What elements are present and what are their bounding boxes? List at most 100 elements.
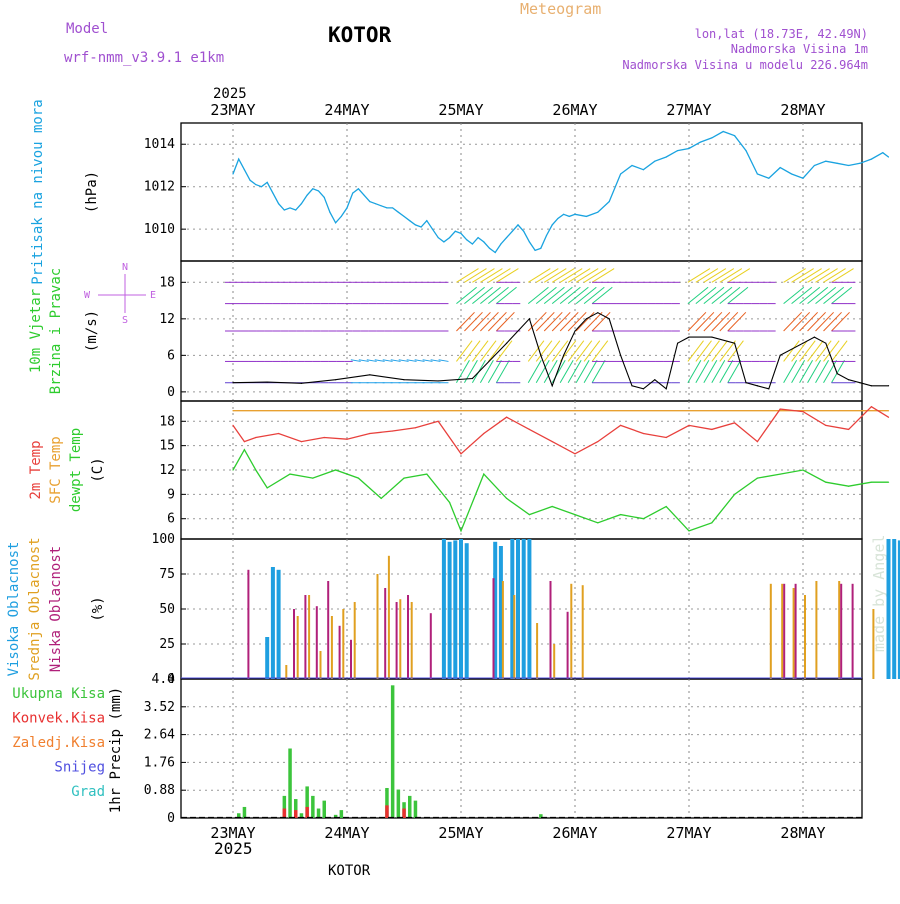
pressure-line-point <box>551 224 553 226</box>
pressure-line-point <box>642 169 645 171</box>
y-tick-label-clouds: 50 <box>159 602 175 617</box>
wind-arrow <box>711 340 728 362</box>
credit-watermark: made by Angel <box>870 535 888 652</box>
pressure-line-point <box>631 164 633 167</box>
dewpoint-line-point <box>266 487 268 489</box>
pressure-line-point <box>882 152 884 154</box>
wind-arrow <box>543 359 558 383</box>
dewpoint-line-point <box>483 473 485 475</box>
wind-arrow <box>831 340 848 362</box>
x-tick-label-top-27MAY: 27MAY <box>666 101 711 119</box>
wind-arrow <box>464 311 483 332</box>
wind-arrow <box>472 311 491 332</box>
precip-total-bar <box>539 814 543 818</box>
wind-arrow <box>591 340 609 362</box>
cloud-high-bar <box>441 539 446 679</box>
wind-speed-line-point <box>825 342 827 344</box>
wind-arrow <box>535 340 553 362</box>
y-tick-label-precip: 2.64 <box>144 728 175 743</box>
temp-2m-line-point <box>243 440 245 443</box>
cloud-low-bar <box>384 588 387 679</box>
y-tick-label-precip: 4.4 <box>152 672 176 687</box>
wind-arrow <box>807 359 821 383</box>
pressure-line-point <box>409 220 411 222</box>
temp-2m-line-point <box>574 453 576 455</box>
wind-arrow <box>783 286 805 304</box>
wind-arrow <box>695 359 710 383</box>
wind-speed-line-point <box>335 379 337 381</box>
wind-arrow <box>807 286 829 304</box>
wind-arrow <box>591 359 606 383</box>
wind-arrow <box>719 311 739 332</box>
pressure-line-point <box>397 211 399 213</box>
wind-arrow <box>727 286 749 304</box>
wind-arrow <box>823 268 846 283</box>
precip-total-bar <box>305 786 309 818</box>
wind-arrow <box>807 340 824 362</box>
wind-arrow <box>815 268 838 283</box>
cloud-mid-bar <box>769 583 772 679</box>
pressure-line-point <box>597 211 599 213</box>
cloud-title-low: Niska Oblacnost <box>48 546 64 672</box>
y-tick-label-temperature: 15 <box>159 439 175 454</box>
wind-arrow <box>472 286 493 304</box>
wind-arrow <box>575 340 593 362</box>
dewpoint-line-point <box>848 485 850 487</box>
cloud-high-bar <box>265 637 270 679</box>
wind-arrow <box>575 311 595 332</box>
wind-arrow <box>703 311 723 332</box>
cloud-mid-bar <box>296 616 299 679</box>
temp-2m-line-point <box>255 436 257 439</box>
wind-arrow <box>583 311 603 332</box>
pressure-line-point <box>329 211 331 213</box>
y-tick-label-wind: 0 <box>167 385 175 400</box>
x-tick-label-bottom-26MAY: 26MAY <box>552 824 597 842</box>
wind-arrow <box>575 286 597 304</box>
precip-total-bar <box>408 795 412 818</box>
wind-arrow <box>495 359 510 383</box>
wind-speed-line-point <box>802 342 804 344</box>
wind-arrow <box>472 340 489 362</box>
wind-arrow <box>551 340 569 362</box>
station-title: KOTOR <box>328 23 392 47</box>
wind-speed-line-point <box>266 381 268 383</box>
cloud-mid-bar <box>553 644 556 679</box>
wind-arrow <box>831 268 854 283</box>
cloud-high-bar <box>498 546 503 679</box>
wind-arrow <box>799 311 819 332</box>
precip-legend-2: Zaledj.Kisa <box>12 735 105 751</box>
cloud-high-bar <box>459 539 463 679</box>
pressure-line-point <box>511 230 513 232</box>
wind-arrow <box>438 359 449 362</box>
sfc-temp-line-point <box>887 410 890 412</box>
wind-arrow <box>799 359 814 383</box>
temp-2m-line-point <box>665 436 667 439</box>
x-tick-label-bottom-28MAY: 28MAY <box>780 824 825 842</box>
wind-arrow <box>559 359 574 383</box>
pressure-line-point <box>443 241 445 243</box>
cloud-low-bar <box>429 613 432 679</box>
precip-total-bar <box>282 795 287 818</box>
wind-speed-line-point <box>836 373 838 375</box>
temp-2m-line-point <box>887 416 890 418</box>
cloud-high-bar <box>516 539 520 679</box>
precip-total-bar <box>396 789 401 818</box>
temp-2m-line-point <box>711 428 713 431</box>
wind-arrow <box>695 268 719 283</box>
temp-2m-line-point <box>506 416 508 418</box>
precip-conv-bar <box>305 806 309 818</box>
wind-arrow <box>591 268 615 283</box>
pressure-line-point <box>665 156 667 158</box>
y-tick-label-precip: 0.88 <box>144 783 175 798</box>
temp-2m-line-point <box>848 428 850 431</box>
wind-arrow <box>479 340 497 362</box>
wind-arrow <box>480 268 503 283</box>
precip-total-bar <box>242 806 247 818</box>
pressure-line-point <box>608 200 610 203</box>
wind-arrow <box>487 340 505 362</box>
pressure-line-point <box>745 150 747 152</box>
wind-arrow <box>711 359 726 383</box>
temp-2m-line-point <box>460 453 462 455</box>
wind-arrow <box>374 359 385 362</box>
pressure-line-point <box>500 243 502 245</box>
